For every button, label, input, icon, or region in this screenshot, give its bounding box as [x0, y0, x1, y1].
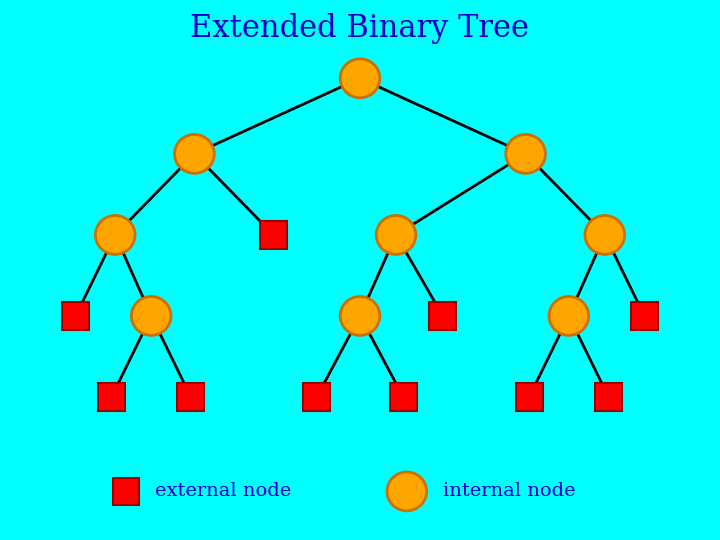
Ellipse shape	[585, 215, 624, 254]
Bar	[595, 383, 622, 411]
Ellipse shape	[340, 59, 380, 98]
Bar	[177, 383, 204, 411]
Bar	[113, 478, 139, 505]
Text: Extended Binary Tree: Extended Binary Tree	[191, 14, 529, 44]
Bar	[631, 302, 658, 330]
Ellipse shape	[387, 472, 426, 511]
Ellipse shape	[505, 134, 546, 173]
Bar	[98, 383, 125, 411]
Bar	[303, 383, 330, 411]
Ellipse shape	[174, 134, 215, 173]
Bar	[516, 383, 543, 411]
Bar	[390, 383, 417, 411]
Text: internal node: internal node	[443, 482, 575, 501]
Bar	[429, 302, 456, 330]
Bar	[260, 221, 287, 249]
Ellipse shape	[377, 215, 416, 254]
Ellipse shape	[549, 296, 589, 335]
Ellipse shape	[131, 296, 171, 335]
Ellipse shape	[340, 296, 380, 335]
Ellipse shape	[95, 215, 135, 254]
Bar	[62, 302, 89, 330]
Text: external node: external node	[155, 482, 291, 501]
